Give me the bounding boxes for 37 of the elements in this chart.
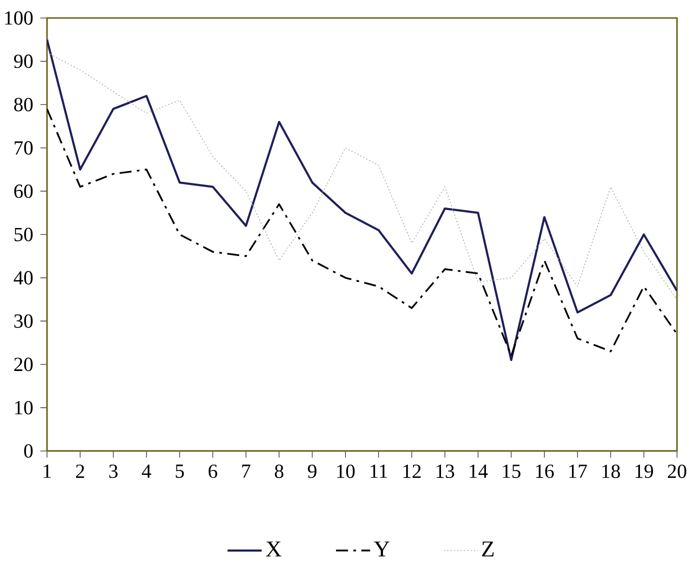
x-tick-label: 18 (602, 464, 620, 478)
line-series (47, 52, 677, 300)
y-tick-label: 0 (24, 444, 33, 458)
x-tick-label: 7 (242, 464, 250, 478)
legend-label: Y (374, 542, 390, 556)
x-tick-label: 8 (274, 464, 284, 478)
x-tick-label: 11 (370, 464, 388, 478)
y-tick-label: 50 (14, 228, 33, 242)
x-tick-label: 2 (76, 464, 84, 478)
y-tick-label: 10 (15, 400, 33, 414)
y-tick-label: 80 (14, 98, 33, 112)
x-tick-label: 16 (536, 464, 554, 478)
y-tick-label: 30 (14, 314, 33, 328)
x-tick-label: 6 (208, 464, 218, 478)
y-tick-label: 90 (14, 54, 33, 68)
x-tick-label: 20 (668, 464, 686, 478)
x-tick-label: 9 (308, 464, 316, 478)
y-tick-label: 60 (14, 184, 33, 198)
x-tick-label: 3 (109, 464, 118, 478)
x-tick-label: 4 (142, 464, 152, 478)
x-tick-label: 1 (44, 464, 51, 478)
y-tick-label: 100 (5, 11, 33, 25)
x-tick-label: 19 (636, 464, 654, 478)
line-series (47, 108, 677, 357)
line-series (47, 38, 677, 362)
x-tick-label: 15 (502, 464, 520, 478)
x-tick-label: 5 (176, 464, 184, 478)
x-tick-label: 10 (337, 464, 355, 478)
y-tick-label: 40 (14, 271, 33, 285)
y-tick-label: 20 (14, 358, 33, 372)
y-tick-label: 70 (14, 141, 33, 155)
x-tick-label: 14 (470, 464, 488, 478)
legend-label: Z (482, 542, 494, 556)
x-tick-label: 17 (569, 464, 587, 478)
legend-label: X (266, 542, 282, 556)
x-tick-label: 12 (403, 464, 421, 478)
x-tick-label: 13 (436, 464, 454, 478)
